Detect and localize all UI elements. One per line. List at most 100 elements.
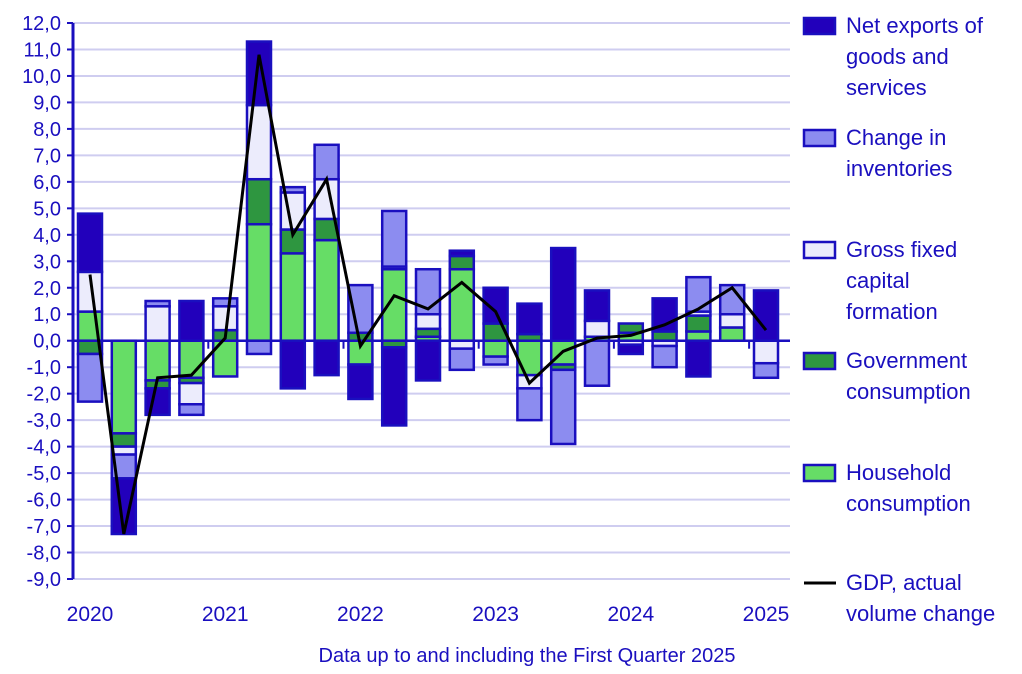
y-tick-label: 11,0 bbox=[24, 39, 61, 61]
legend-label: GDP, actual bbox=[846, 570, 962, 595]
bar-change-in-inventories bbox=[279, 185, 307, 194]
bar-change-in-inventories bbox=[685, 275, 712, 313]
legend: Net exports of goods and services Change in… bbox=[802, 13, 995, 626]
y-tick-label: -3,0 bbox=[27, 410, 61, 432]
gdp-line-layer bbox=[88, 54, 768, 535]
bar-gross-fixed-capital-formation bbox=[178, 381, 205, 406]
y-tick-label: -2,0 bbox=[27, 384, 61, 406]
y-tick-label: 4,0 bbox=[33, 225, 61, 247]
x-tick-label: 2024 bbox=[607, 603, 654, 626]
bar-change-in-inventories bbox=[516, 387, 543, 422]
y-tick-label: 12,0 bbox=[22, 13, 61, 35]
x-tick-label: 2020 bbox=[67, 603, 114, 626]
legend-label: inventories bbox=[846, 156, 952, 181]
legend-label: consumption bbox=[846, 379, 971, 404]
y-tick-label: -5,0 bbox=[27, 463, 61, 485]
legend-label: Net exports of bbox=[846, 13, 984, 38]
bar-change-in-inventories bbox=[76, 352, 104, 403]
bar-net-exports-of-goods-and-services bbox=[380, 346, 408, 427]
legend-label: goods and bbox=[846, 44, 949, 69]
bar-household-consumption bbox=[245, 222, 273, 342]
bar-household-consumption bbox=[279, 252, 307, 342]
y-tick-label: 2,0 bbox=[33, 278, 61, 300]
bar-household-consumption bbox=[718, 326, 746, 342]
bar-net-exports-of-goods-and-services bbox=[313, 339, 340, 377]
legend-label: formation bbox=[846, 299, 938, 324]
legend-label: Change in bbox=[846, 125, 946, 150]
bar-net-exports-of-goods-and-services bbox=[516, 302, 543, 336]
bar-change-in-inventories bbox=[549, 368, 577, 446]
bar-change-in-inventories bbox=[482, 355, 509, 366]
legend-label: capital bbox=[846, 268, 910, 293]
y-tick-label: -6,0 bbox=[27, 490, 61, 512]
y-tick-label: 1,0 bbox=[33, 304, 61, 326]
bar-government-consumption bbox=[685, 314, 712, 333]
legend-label: Gross fixed bbox=[846, 237, 957, 262]
bar-government-consumption bbox=[448, 254, 476, 271]
bar-net-exports-of-goods-and-services bbox=[583, 289, 611, 323]
axes: 12,0 11,0 10,0 9,0 8,0 7,0 6,0 5,0 4,0 3,0 2,0 1,0 0… bbox=[22, 13, 790, 626]
bar-net-exports-of-goods-and-services bbox=[752, 289, 780, 342]
legend-swatch bbox=[802, 16, 837, 36]
bar-household-consumption bbox=[313, 238, 340, 342]
y-tick-label: -9,0 bbox=[27, 569, 61, 591]
bar-change-in-inventories bbox=[211, 297, 239, 308]
legend-label: consumption bbox=[846, 491, 971, 516]
bar-household-consumption bbox=[178, 339, 205, 380]
bar-net-exports-of-goods-and-services bbox=[144, 387, 171, 417]
bar-government-consumption bbox=[617, 322, 645, 335]
bar-net-exports-of-goods-and-services bbox=[448, 249, 476, 258]
legend-swatch bbox=[802, 240, 837, 260]
bar-change-in-inventories bbox=[178, 403, 205, 417]
gdp-line bbox=[88, 54, 768, 535]
bar-gross-fixed-capital-formation bbox=[414, 312, 442, 331]
bar-household-consumption bbox=[144, 339, 171, 382]
legend-label: Household bbox=[846, 460, 951, 485]
bar-gross-fixed-capital-formation bbox=[718, 312, 746, 329]
y-tick-label: -8,0 bbox=[27, 543, 61, 565]
x-tick-label: 2021 bbox=[202, 603, 249, 626]
y-tick-label: -4,0 bbox=[27, 437, 61, 459]
bar-net-exports-of-goods-and-services bbox=[549, 246, 577, 342]
bar-change-in-inventories bbox=[380, 209, 408, 268]
bar-government-consumption bbox=[651, 330, 678, 342]
bar-net-exports-of-goods-and-services bbox=[279, 339, 307, 390]
bars bbox=[76, 40, 780, 536]
x-tick-label: 2023 bbox=[472, 603, 519, 626]
bar-household-consumption bbox=[482, 339, 509, 358]
legend-label: Government bbox=[846, 348, 967, 373]
x-tick-label: 2025 bbox=[743, 603, 790, 626]
y-tick-label: -1,0 bbox=[27, 357, 61, 379]
legend-swatch bbox=[802, 128, 837, 148]
y-tick-label: 9,0 bbox=[33, 92, 61, 114]
bar-net-exports-of-goods-and-services bbox=[617, 343, 645, 356]
y-tick-label: -7,0 bbox=[27, 516, 61, 538]
y-tick-label: 10,0 bbox=[22, 66, 61, 88]
chart-note: Data up to and including the First Quart… bbox=[319, 645, 736, 667]
y-tick-label: 3,0 bbox=[33, 251, 61, 273]
bar-gross-fixed-capital-formation bbox=[144, 305, 171, 342]
bar-change-in-inventories bbox=[583, 339, 611, 387]
bar-change-in-inventories bbox=[313, 143, 340, 181]
bar-household-consumption bbox=[380, 267, 408, 342]
legend-swatch bbox=[802, 463, 837, 483]
bar-change-in-inventories bbox=[448, 347, 476, 372]
legend-label: services bbox=[846, 75, 927, 100]
bar-net-exports-of-goods-and-services bbox=[178, 299, 205, 342]
legend-swatch bbox=[802, 351, 837, 371]
bar-change-in-inventories bbox=[245, 339, 273, 356]
y-tick-label: 7,0 bbox=[33, 145, 61, 167]
bar-government-consumption bbox=[110, 432, 138, 448]
bar-household-consumption bbox=[685, 330, 712, 342]
bar-net-exports-of-goods-and-services bbox=[414, 339, 442, 382]
y-tick-label: 5,0 bbox=[33, 198, 61, 220]
bar-net-exports-of-goods-and-services bbox=[685, 339, 712, 378]
legend-label: volume change bbox=[846, 601, 995, 626]
bar-net-exports-of-goods-and-services bbox=[347, 363, 374, 401]
bar-government-consumption bbox=[245, 177, 273, 226]
bar-household-consumption bbox=[110, 339, 138, 435]
bar-change-in-inventories bbox=[651, 344, 678, 369]
bar-household-consumption bbox=[448, 267, 476, 342]
x-tick-label: 2022 bbox=[337, 603, 384, 626]
